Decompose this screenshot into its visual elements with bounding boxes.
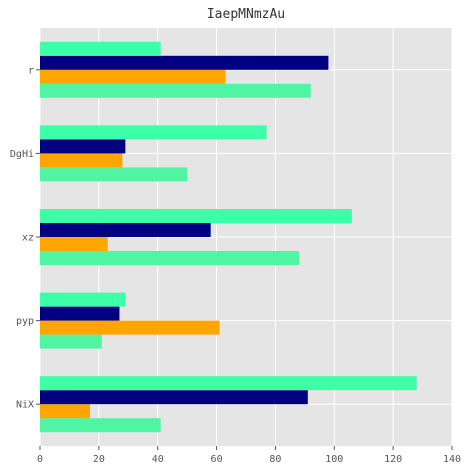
bar [40, 292, 126, 307]
x-tick-label: 120 [384, 454, 402, 465]
x-tick-label: 100 [325, 454, 343, 465]
x-tick-label: 80 [269, 454, 281, 465]
bars [40, 41, 417, 433]
chart-title: IaepMNmzAu [207, 7, 285, 22]
bar [40, 334, 102, 349]
x-tick-label: 140 [443, 454, 461, 465]
bar [40, 404, 91, 419]
x-tick-label: 40 [152, 454, 164, 465]
bar [40, 209, 352, 223]
bar [40, 153, 123, 168]
bar [40, 139, 126, 154]
x-tick-label: 0 [37, 454, 43, 465]
bar [40, 55, 329, 70]
bar [40, 376, 417, 391]
bar [40, 125, 267, 140]
bar [40, 69, 226, 84]
y-tick-labels: NiX pyp xz DgHi r [10, 65, 40, 411]
x-tick-label: 60 [211, 454, 223, 465]
bar [40, 41, 161, 56]
bar [40, 167, 188, 182]
y-tick-label: DgHi [10, 149, 34, 160]
y-tick-label: pyp [16, 316, 34, 327]
y-tick-label: xz [22, 233, 34, 244]
bar [40, 418, 161, 433]
bar [40, 251, 299, 265]
bar [40, 390, 308, 405]
y-tick-label: NiX [16, 400, 34, 411]
x-tick-label: 20 [93, 454, 105, 465]
bar [40, 83, 311, 98]
x-tick-labels: 0 20 40 60 80 100 120 140 [37, 446, 461, 465]
y-tick-label: r [28, 65, 34, 76]
bar [40, 223, 211, 237]
bar [40, 306, 120, 321]
bar [40, 237, 108, 251]
bar [40, 320, 220, 335]
